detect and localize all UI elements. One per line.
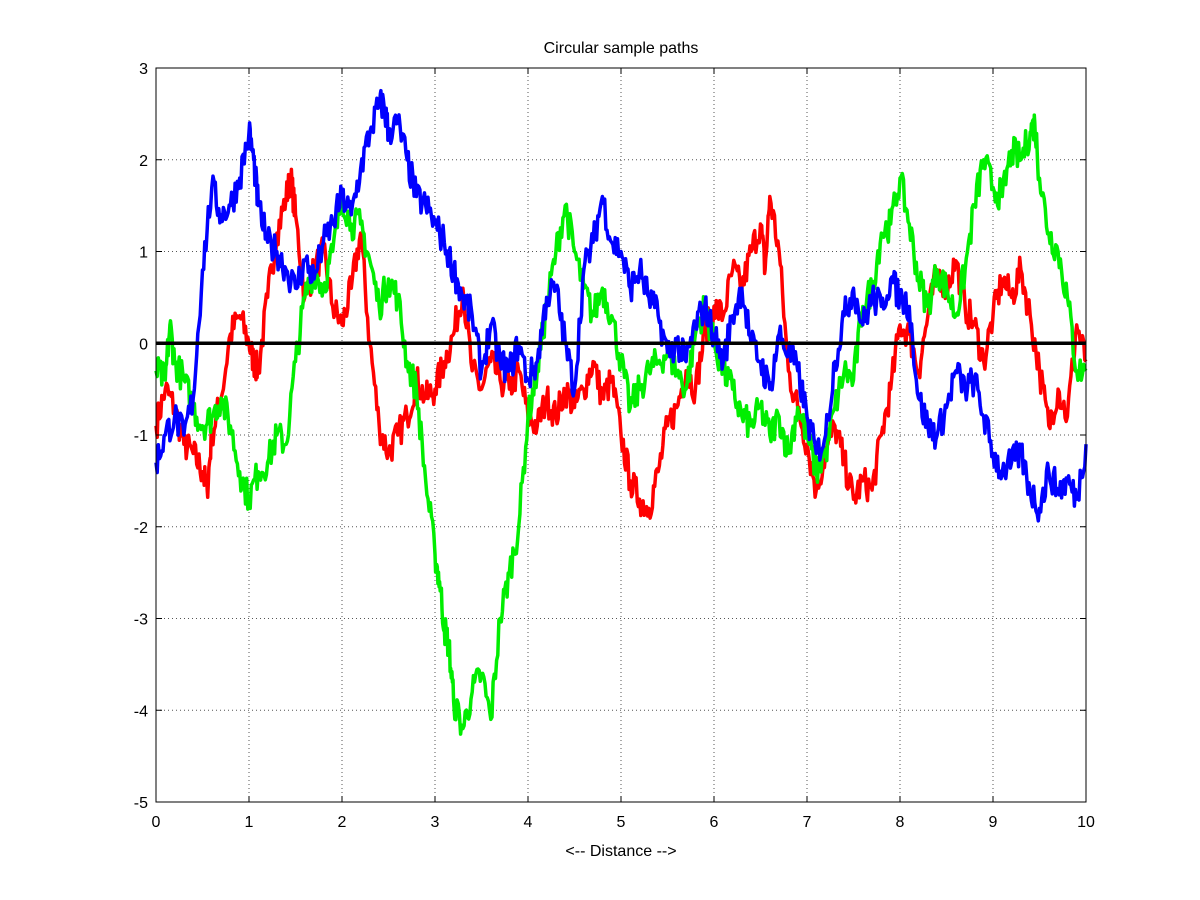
y-tick-label: 0 <box>139 336 148 353</box>
chart-title: Circular sample paths <box>544 40 699 57</box>
x-tick-label: 0 <box>152 814 161 831</box>
y-tick-label: -1 <box>134 428 148 445</box>
x-tick-label: 5 <box>617 814 626 831</box>
sample-path-3 <box>154 88 1088 523</box>
x-tick-label: 8 <box>896 814 905 831</box>
x-tick-label: 10 <box>1077 814 1095 831</box>
y-tick-label: -4 <box>134 703 148 720</box>
x-tick-label: 2 <box>338 814 347 831</box>
x-tick-label: 1 <box>245 814 254 831</box>
y-tick-label: 1 <box>139 245 148 262</box>
sample-path-1 <box>154 167 1088 520</box>
x-axis-label: <-- Distance --> <box>565 843 676 860</box>
series-layer <box>154 88 1088 736</box>
y-tick-label: 3 <box>139 61 148 78</box>
x-tick-label: 7 <box>803 814 812 831</box>
y-tick-label: -3 <box>134 612 148 629</box>
y-tick-label: -5 <box>134 795 148 812</box>
sample-path-2 <box>154 113 1088 736</box>
tick-layer: 0 1 2 3 4 5 6 7 8 9 10 -5 -4 -3 -2 -1 0 1 2 3 <box>134 61 1095 831</box>
x-tick-label: 6 <box>710 814 719 831</box>
x-tick-label: 9 <box>989 814 998 831</box>
y-tick-label: -2 <box>134 520 148 537</box>
x-tick-label: 3 <box>431 814 440 831</box>
x-tick-label: 4 <box>524 814 533 831</box>
y-tick-label: 2 <box>139 153 148 170</box>
